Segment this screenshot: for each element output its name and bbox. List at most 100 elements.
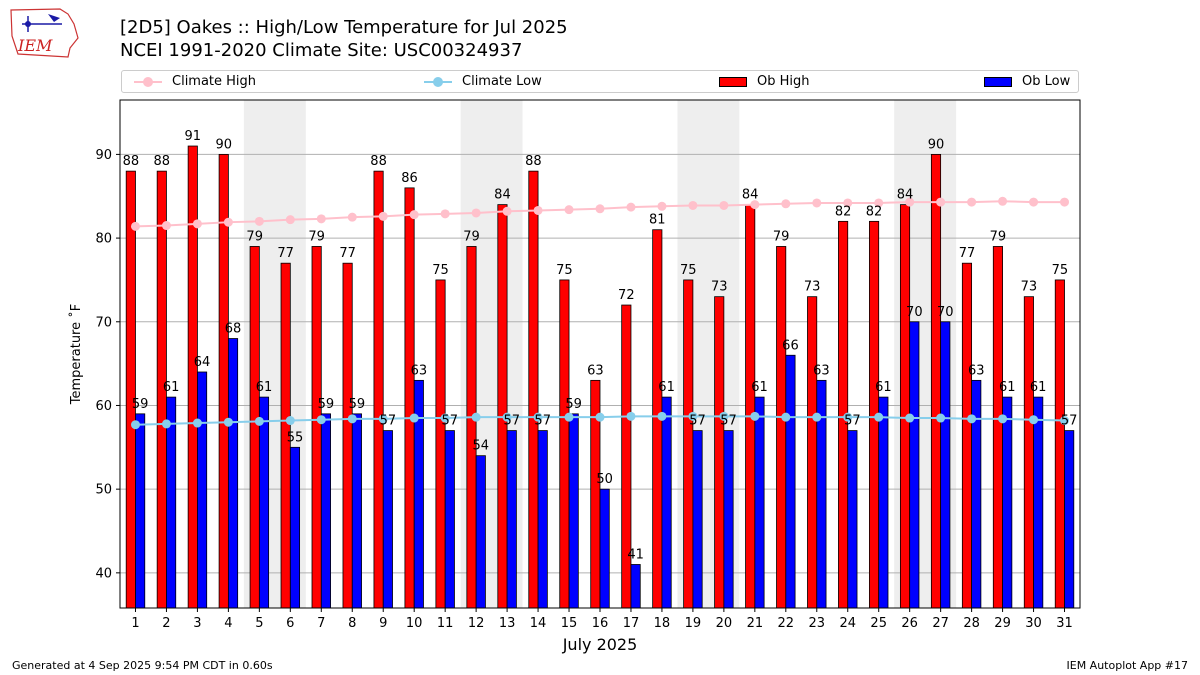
- legend-climate-high: Climate High: [134, 71, 256, 92]
- ob-low-label-26: 70: [906, 305, 923, 320]
- x-tick-label-26: 26: [901, 616, 918, 631]
- ob-low-bar-6: [289, 446, 301, 609]
- ob-high-label-8: 77: [339, 246, 356, 261]
- climate-high-point-16: [595, 204, 605, 214]
- ob-low-label-25: 61: [875, 380, 892, 395]
- ob-high-label-4: 90: [215, 137, 232, 152]
- ob-high-bar-11: [435, 279, 446, 609]
- climate-high-point-25: [874, 198, 884, 208]
- climate-low-point-21: [750, 411, 760, 421]
- climate-high-point-8: [347, 212, 357, 222]
- ob-high-label-2: 88: [154, 154, 171, 169]
- ob-low-label-9: 57: [380, 414, 397, 429]
- legend-ob-high: Ob High: [719, 71, 810, 92]
- ob-high-bar-8: [342, 262, 353, 609]
- ob-low-label-14: 57: [534, 414, 551, 429]
- climate-high-point-17: [626, 202, 636, 212]
- x-tick-label-23: 23: [809, 616, 826, 631]
- ob-high-bar-15: [559, 279, 570, 609]
- ob-high-label-15: 75: [556, 263, 573, 278]
- climate-low-point-27: [936, 413, 946, 423]
- ob-high-label-24: 82: [835, 204, 852, 219]
- ob-low-bar-12: [475, 455, 486, 609]
- climate-low-point-23: [812, 412, 822, 422]
- footer-generated: Generated at 4 Sep 2025 9:54 PM CDT in 0…: [12, 659, 273, 672]
- ob-high-label-30: 73: [1021, 280, 1038, 295]
- ob-low-label-4: 68: [225, 322, 242, 337]
- ob-high-label-12: 79: [463, 229, 480, 244]
- x-tick-label-19: 19: [685, 616, 702, 631]
- x-tick-label-13: 13: [499, 616, 516, 631]
- ob-low-bar-3: [197, 371, 208, 609]
- legend-ob-low-label: Ob Low: [1022, 74, 1071, 89]
- climate-low-point-20: [719, 411, 729, 421]
- ob-high-bar-26: [899, 204, 911, 609]
- climate-low-point-13: [502, 412, 512, 422]
- y-tick-label-60: 60: [95, 399, 112, 414]
- ob-low-label-24: 57: [844, 414, 861, 429]
- ob-low-label-15: 59: [565, 397, 582, 412]
- climate-high-point-5: [254, 216, 264, 226]
- legend-climate-high-label: Climate High: [172, 74, 257, 89]
- x-tick-label-27: 27: [932, 616, 949, 631]
- x-tick-label-6: 6: [286, 616, 294, 631]
- ob-low-label-18: 61: [658, 380, 675, 395]
- climate-high-point-2: [161, 221, 171, 231]
- x-tick-label-25: 25: [870, 616, 887, 631]
- ob-high-label-5: 79: [246, 229, 263, 244]
- ob-high-label-17: 72: [618, 288, 635, 303]
- y-tick-label-40: 40: [95, 566, 112, 581]
- ob-low-bar-22: [785, 354, 796, 609]
- ob-low-bar-20: [723, 430, 734, 609]
- ob-low-bar-11: [444, 430, 455, 609]
- ob-low-bar-13: [506, 430, 517, 609]
- y-tick-label-70: 70: [95, 315, 112, 330]
- climate-low-point-10: [409, 413, 419, 423]
- ob-high-label-20: 73: [711, 280, 728, 295]
- x-tick-label-22: 22: [778, 616, 795, 631]
- ob-low-label-6: 55: [287, 430, 304, 445]
- ob-high-bar-10: [404, 187, 415, 609]
- ob-high-label-29: 79: [990, 229, 1007, 244]
- climate-low-point-8: [347, 414, 357, 424]
- x-tick-label-12: 12: [468, 616, 485, 631]
- climate-high-point-20: [719, 200, 729, 210]
- x-tick-label-29: 29: [994, 616, 1011, 631]
- climate-low-point-26: [905, 413, 915, 423]
- ob-high-label-19: 75: [680, 263, 697, 278]
- x-tick-label-31: 31: [1056, 616, 1073, 631]
- x-tick-label-9: 9: [379, 616, 387, 631]
- x-tick-label-5: 5: [255, 616, 263, 631]
- ob-high-bar-17: [621, 304, 632, 609]
- climate-low-point-6: [285, 416, 295, 426]
- ob-high-bar-12: [466, 246, 477, 609]
- x-tick-label-4: 4: [224, 616, 232, 631]
- ob-low-label-11: 57: [442, 414, 459, 429]
- x-axis-label: July 2025: [562, 635, 638, 654]
- climate-lines: [130, 196, 1070, 430]
- ob-low-label-27: 70: [937, 305, 954, 320]
- x-tick-label-16: 16: [592, 616, 609, 631]
- ob-low-label-1: 59: [132, 397, 149, 412]
- ob-low-label-31: 57: [1061, 414, 1078, 429]
- x-tick-label-8: 8: [348, 616, 356, 631]
- climate-high-point-7: [316, 214, 326, 224]
- x-tick-label-3: 3: [193, 616, 201, 631]
- climate-high-point-23: [812, 198, 822, 208]
- climate-low-point-15: [564, 412, 574, 422]
- ob-low-bar-29: [1002, 396, 1013, 609]
- ob-low-bar-30: [1033, 396, 1044, 609]
- legend-climate-low-label: Climate Low: [462, 74, 542, 89]
- climate-low-point-25: [874, 412, 884, 422]
- ob-high-bar-7: [311, 246, 322, 609]
- data-labels: 88 59 88 61 91 64 90 68 79 61 77 55 79 59 77 59 88 57 86 63…: [123, 129, 1078, 562]
- ob-low-label-29: 61: [999, 380, 1016, 395]
- ob-high-label-18: 81: [649, 213, 666, 228]
- ob-low-bar-16: [599, 488, 610, 609]
- ob-low-bar-14: [537, 430, 548, 609]
- ob-low-bar-4: [227, 338, 239, 609]
- ob-high-label-14: 88: [525, 154, 542, 169]
- climate-high-point-14: [533, 205, 543, 215]
- climate-low-point-29: [998, 414, 1008, 424]
- ob-high-bar-3: [187, 145, 198, 609]
